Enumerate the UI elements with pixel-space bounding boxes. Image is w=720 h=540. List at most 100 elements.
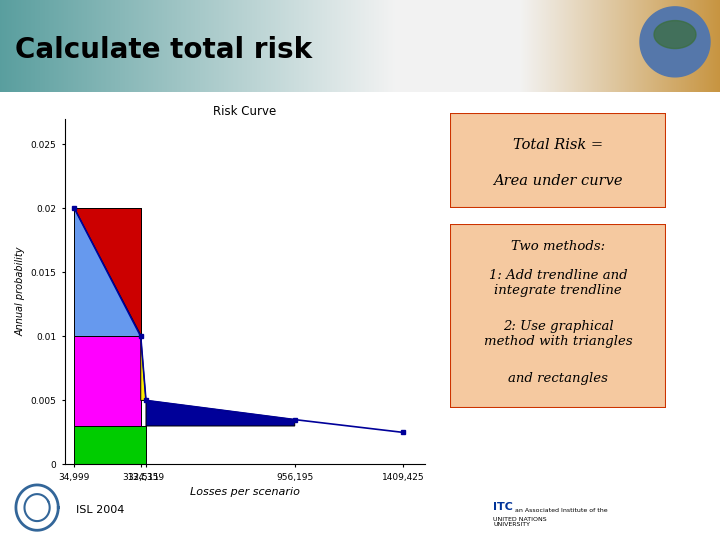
Bar — [295, 0, 296, 92]
Bar — [433, 0, 434, 92]
Bar — [399, 0, 400, 92]
Bar — [70, 0, 71, 92]
Bar — [74, 426, 146, 464]
Bar — [597, 0, 598, 92]
Bar — [196, 0, 197, 92]
Bar — [46, 0, 47, 92]
Bar — [670, 0, 671, 92]
Bar — [714, 0, 715, 92]
Bar — [41, 0, 42, 92]
Bar — [629, 0, 630, 92]
Bar — [175, 0, 176, 92]
Bar — [0, 0, 1, 92]
Bar — [33, 0, 34, 92]
Bar — [372, 0, 373, 92]
Bar — [424, 0, 425, 92]
Bar — [378, 0, 379, 92]
Bar — [62, 0, 63, 92]
Bar — [21, 0, 22, 92]
Bar — [651, 0, 652, 92]
Text: ITC: ITC — [493, 502, 513, 512]
Bar — [297, 0, 298, 92]
Bar — [528, 0, 529, 92]
Bar — [521, 0, 522, 92]
Bar — [285, 0, 286, 92]
Bar — [586, 0, 587, 92]
Bar — [474, 0, 475, 92]
Bar — [713, 0, 714, 92]
Bar — [478, 0, 479, 92]
Bar — [76, 0, 77, 92]
Bar — [99, 0, 100, 92]
Bar — [220, 0, 221, 92]
Bar — [658, 0, 659, 92]
Bar — [270, 0, 271, 92]
Bar — [83, 0, 84, 92]
Bar — [112, 0, 113, 92]
Bar — [389, 0, 390, 92]
Bar — [78, 0, 79, 92]
Bar — [71, 0, 72, 92]
Bar — [428, 0, 429, 92]
Bar — [551, 0, 552, 92]
Bar — [609, 0, 610, 92]
Bar — [567, 0, 568, 92]
Bar — [146, 0, 147, 92]
Bar — [74, 0, 75, 92]
Bar — [301, 0, 302, 92]
Polygon shape — [654, 21, 696, 49]
Bar — [580, 0, 581, 92]
Bar — [87, 0, 88, 92]
Bar — [598, 0, 599, 92]
Bar — [472, 0, 473, 92]
Bar — [715, 0, 716, 92]
Bar — [352, 0, 353, 92]
Bar — [314, 0, 315, 92]
Bar — [413, 0, 414, 92]
Bar — [627, 0, 628, 92]
Bar — [422, 0, 423, 92]
Bar — [96, 0, 97, 92]
Bar — [237, 0, 238, 92]
Bar — [579, 0, 580, 92]
Bar — [421, 0, 422, 92]
Bar — [677, 0, 678, 92]
Bar — [718, 0, 719, 92]
Bar — [103, 0, 104, 92]
Bar — [31, 0, 32, 92]
Bar — [524, 0, 525, 92]
Bar — [356, 0, 357, 92]
Bar — [601, 0, 602, 92]
Bar — [313, 0, 314, 92]
Bar — [409, 0, 410, 92]
Bar — [199, 0, 200, 92]
Bar — [536, 0, 537, 92]
Bar — [682, 0, 683, 92]
Bar — [86, 0, 87, 92]
Bar — [165, 0, 166, 92]
Bar — [562, 0, 563, 92]
Bar — [9, 0, 10, 92]
Bar — [470, 0, 471, 92]
Bar — [513, 0, 514, 92]
Bar — [117, 0, 118, 92]
Bar — [91, 0, 92, 92]
Bar — [459, 0, 460, 92]
Bar — [441, 0, 442, 92]
Bar — [75, 0, 76, 92]
Bar — [643, 0, 644, 92]
Bar — [374, 0, 375, 92]
Bar — [17, 0, 18, 92]
Bar — [214, 0, 215, 92]
Text: 2: Use graphical
method with triangles: 2: Use graphical method with triangles — [484, 320, 632, 348]
Bar — [415, 0, 416, 92]
Bar — [272, 0, 273, 92]
Bar — [274, 0, 275, 92]
Bar — [523, 0, 524, 92]
Bar — [167, 0, 168, 92]
Bar — [462, 0, 463, 92]
Bar — [74, 208, 140, 336]
Bar — [51, 0, 52, 92]
Bar — [4, 0, 5, 92]
Bar — [317, 0, 318, 92]
